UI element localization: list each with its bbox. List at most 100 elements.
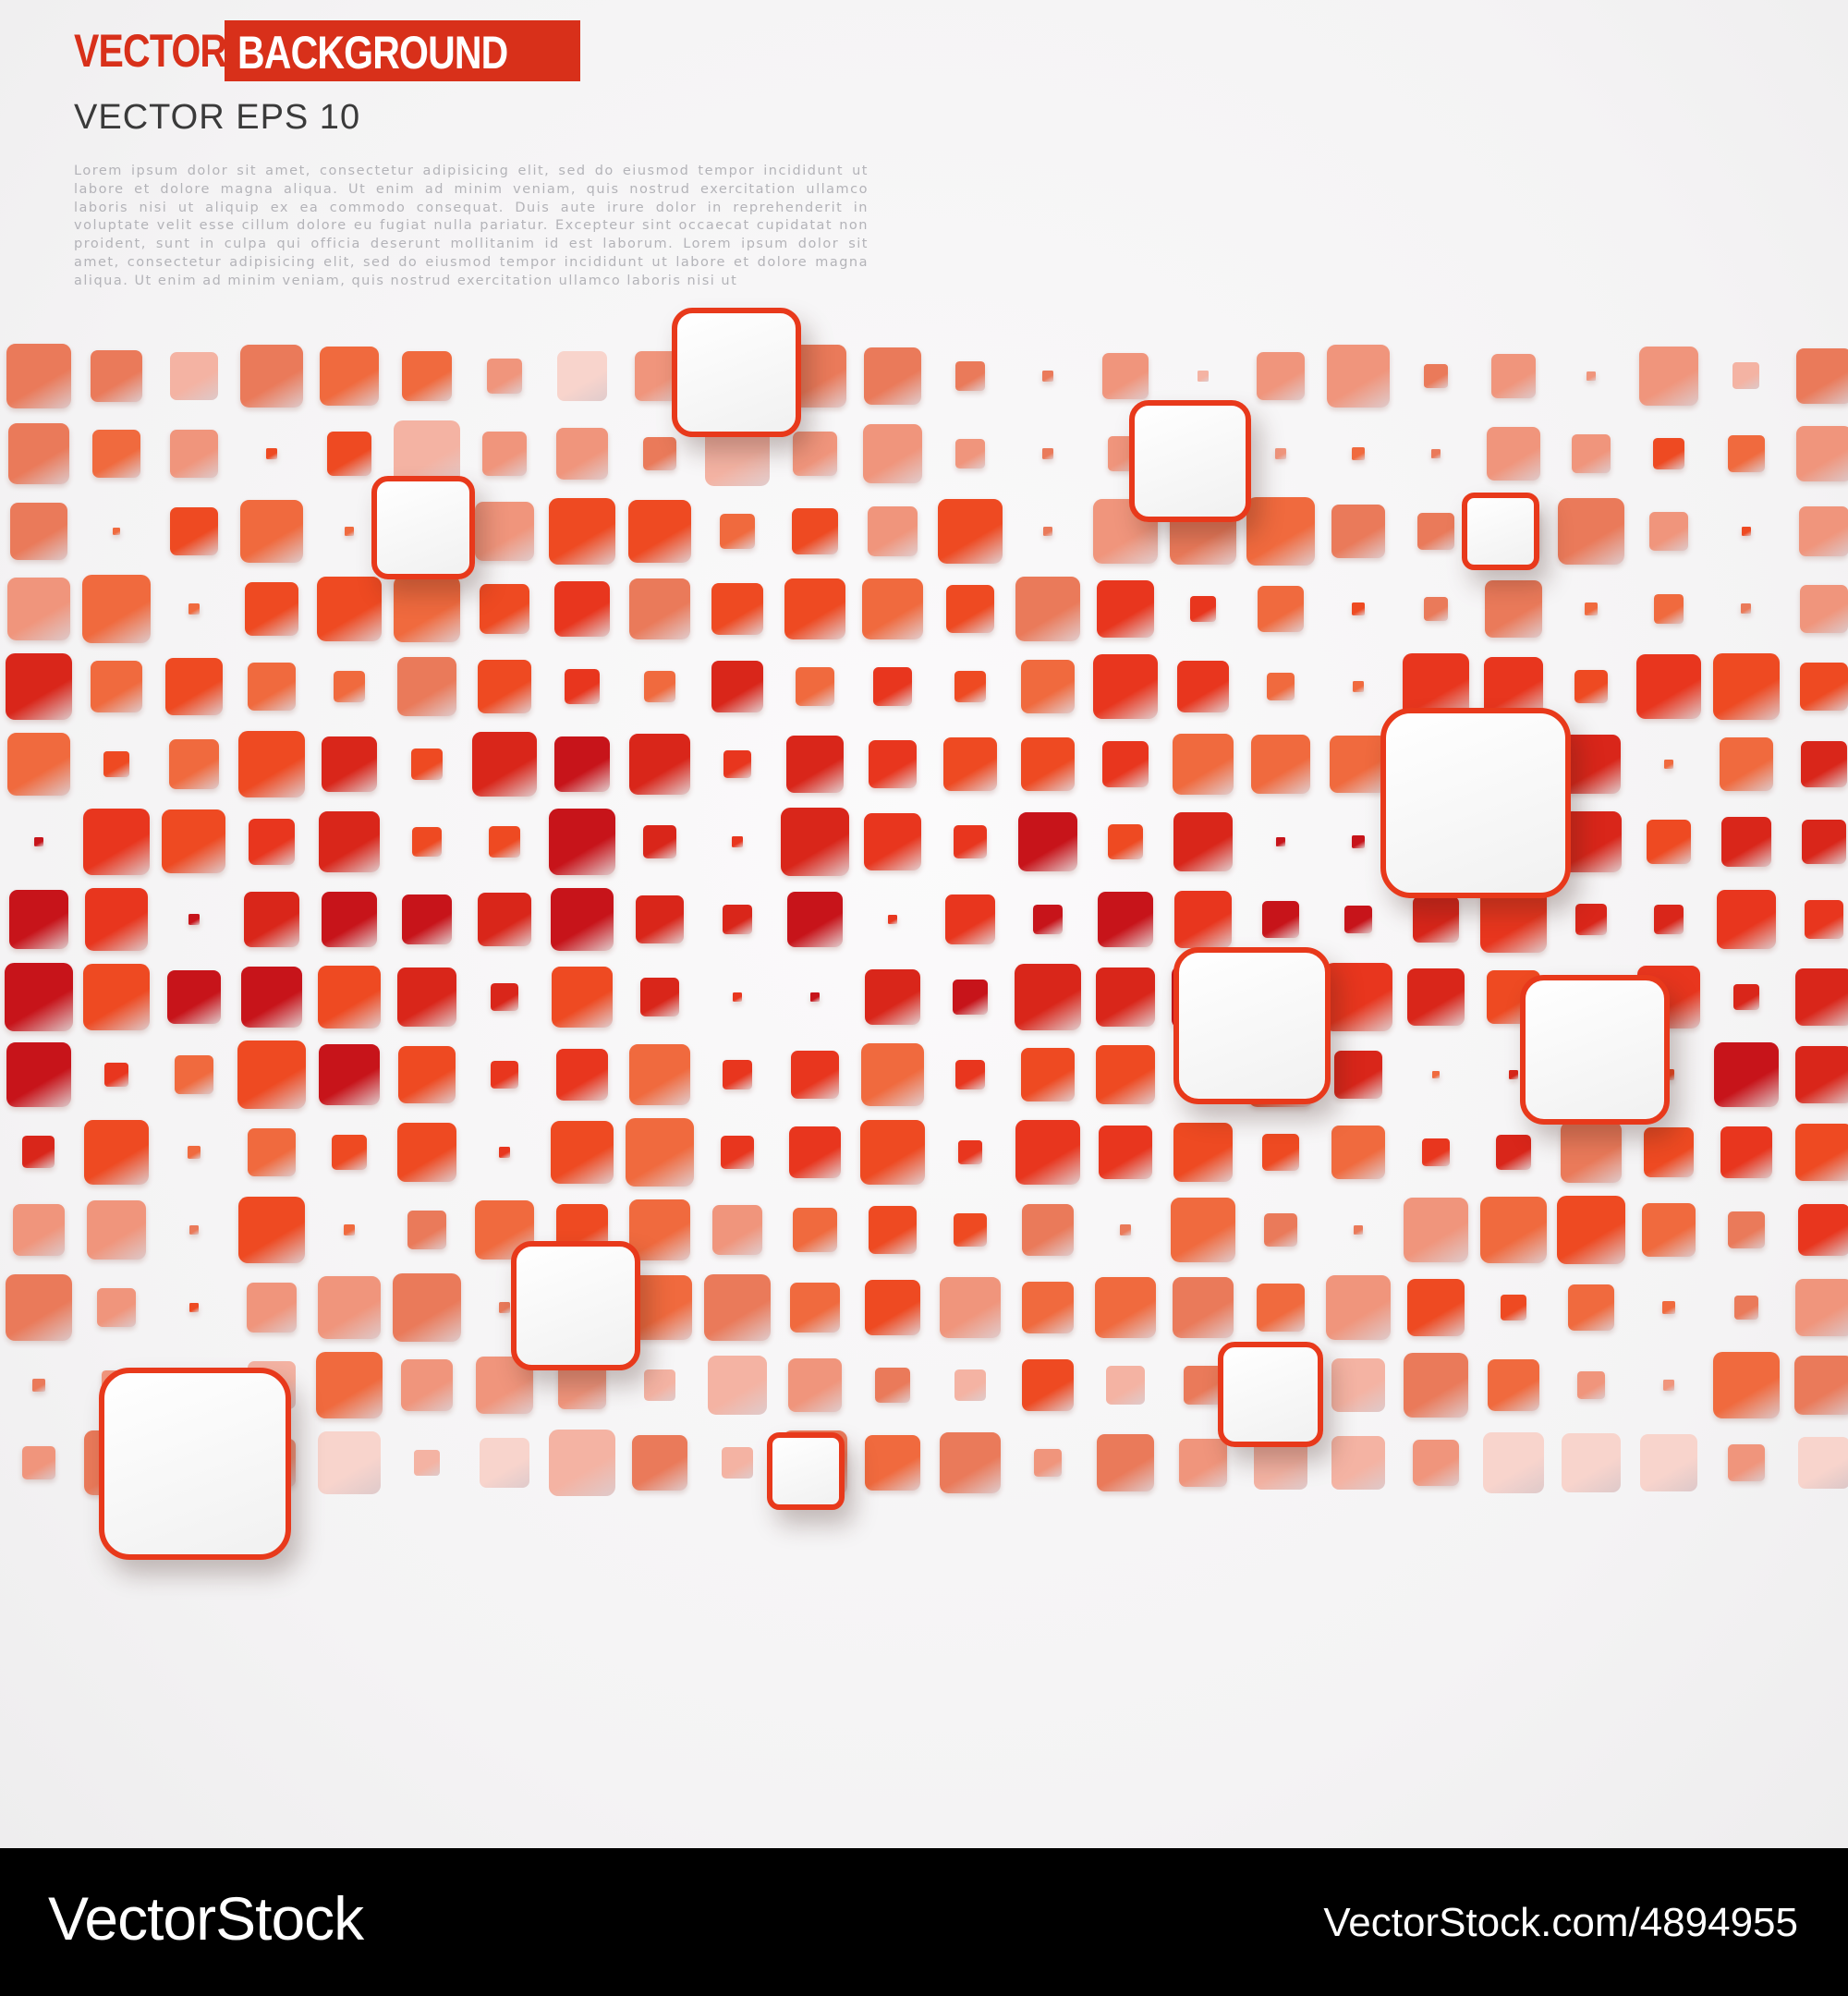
white-card [371, 476, 475, 579]
mosaic-tile [6, 1041, 72, 1108]
mosaic-tile [1106, 1366, 1145, 1405]
mosaic-tile [1732, 362, 1760, 390]
mosaic-tile [864, 1434, 921, 1491]
mosaic-tile [1422, 1138, 1450, 1166]
mosaic-tile [1490, 353, 1537, 399]
mosaic-tile [1256, 1283, 1306, 1333]
mosaic-tile [644, 1369, 675, 1401]
mosaic-tile [84, 887, 149, 952]
mosaic-tile [1728, 1211, 1765, 1248]
mosaic-tile [487, 359, 522, 394]
mosaic-tile [1020, 659, 1076, 714]
mosaic-tile [32, 1379, 45, 1392]
mosaic-tile [954, 1213, 987, 1247]
mosaic-tile [1585, 602, 1598, 615]
white-card [1380, 708, 1571, 898]
mosaic-tile [553, 580, 611, 638]
mosaic-tile [1727, 1443, 1766, 1482]
mosaic-tile [1417, 513, 1454, 550]
mosaic-tile [1262, 1134, 1299, 1171]
mosaic-tile [319, 811, 380, 872]
mosaic-tile [1097, 1434, 1154, 1491]
mosaic-tile [1403, 1352, 1469, 1418]
mosaic-tile [237, 1041, 306, 1109]
mosaic-tile [1251, 735, 1310, 794]
mosaic-tile [1801, 741, 1847, 787]
mosaic-tile [319, 346, 380, 407]
mosaic-tile [318, 966, 381, 1028]
mosaic-tile [626, 1118, 694, 1187]
mosaic-tile [788, 1126, 842, 1179]
mosaic-tile [6, 577, 71, 641]
mosaic-tile [247, 1283, 297, 1333]
mosaic-tile [732, 992, 743, 1003]
mosaic-tile [1176, 660, 1230, 713]
mosaic-tile [248, 663, 296, 711]
mosaic-tile [239, 344, 304, 408]
mosaic-tile [237, 1196, 306, 1264]
mosaic-tile [331, 1134, 368, 1171]
mosaic-tile [1017, 811, 1078, 872]
white-card [511, 1241, 640, 1370]
mosaic-tile [786, 736, 844, 793]
mosaic-tile [1042, 448, 1053, 459]
mosaic-tile [1352, 447, 1365, 460]
mosaic-tile [10, 503, 67, 560]
mosaic-tile [1797, 1203, 1848, 1257]
mosaic-tile [489, 826, 520, 858]
mosaic-tile [91, 350, 142, 402]
white-card [767, 1432, 845, 1510]
mosaic-tile [188, 1224, 200, 1235]
mosaic-tile [642, 436, 677, 471]
mosaic-tile [1406, 968, 1465, 1027]
mosaic-tile [6, 732, 71, 797]
mosaic-tile [1096, 1045, 1155, 1104]
mosaic-tile [640, 978, 679, 1016]
mosaic-tile [1326, 344, 1391, 408]
mosaic-tile [1033, 1448, 1062, 1477]
mosaic-tile [1663, 759, 1674, 770]
mosaic-tile [787, 1357, 843, 1413]
mosaic-tile [188, 913, 201, 926]
mosaic-tile [787, 892, 843, 947]
mosaic-tile [875, 1368, 910, 1403]
mosaic-tile [1344, 906, 1372, 933]
mosaic-tile [952, 979, 989, 1016]
mosaic-tile [1482, 1431, 1545, 1494]
mosaic-tile [245, 582, 298, 636]
mosaic-tile [1649, 512, 1688, 551]
mosaic-tile [1258, 586, 1304, 632]
mosaic-tile [1796, 348, 1848, 404]
mosaic-tile [1412, 1439, 1460, 1487]
mosaic-tile [721, 1446, 754, 1479]
mosaic-tile [1326, 1275, 1391, 1340]
mosaic-tile [169, 351, 219, 401]
mosaic-tile [1720, 816, 1772, 868]
mosaic-tile [1733, 1295, 1759, 1321]
mosaic-tile [550, 1120, 614, 1185]
mosaic-tile [240, 500, 303, 563]
mosaic-tile [244, 892, 299, 947]
mosaic-tile [887, 914, 898, 925]
mosaic-tile [1120, 1224, 1131, 1235]
mosaic-tile [1732, 983, 1760, 1011]
mosaic-tile [1021, 1203, 1075, 1257]
mosaic-tile [957, 1139, 983, 1165]
mosaic-tile [1021, 1048, 1075, 1101]
mosaic-tile [1801, 819, 1846, 864]
white-card [1520, 975, 1670, 1125]
mosaic-tile [781, 808, 849, 876]
mosaic-tile [711, 1204, 763, 1256]
mosaic-tile [861, 578, 923, 639]
mosaic-tile [317, 577, 382, 641]
mosaic-tile [394, 576, 460, 642]
mosaic-tile [868, 506, 918, 556]
white-card [672, 308, 801, 437]
mosaic-tile [1331, 1125, 1385, 1179]
mosaic-tile [170, 430, 218, 478]
mosaic-tile [635, 895, 685, 944]
mosaic-tile [1352, 835, 1365, 848]
title-badge: BACKGROUND [225, 20, 581, 81]
mosaic-tile [1246, 497, 1315, 566]
mosaic-tile [1654, 594, 1684, 624]
